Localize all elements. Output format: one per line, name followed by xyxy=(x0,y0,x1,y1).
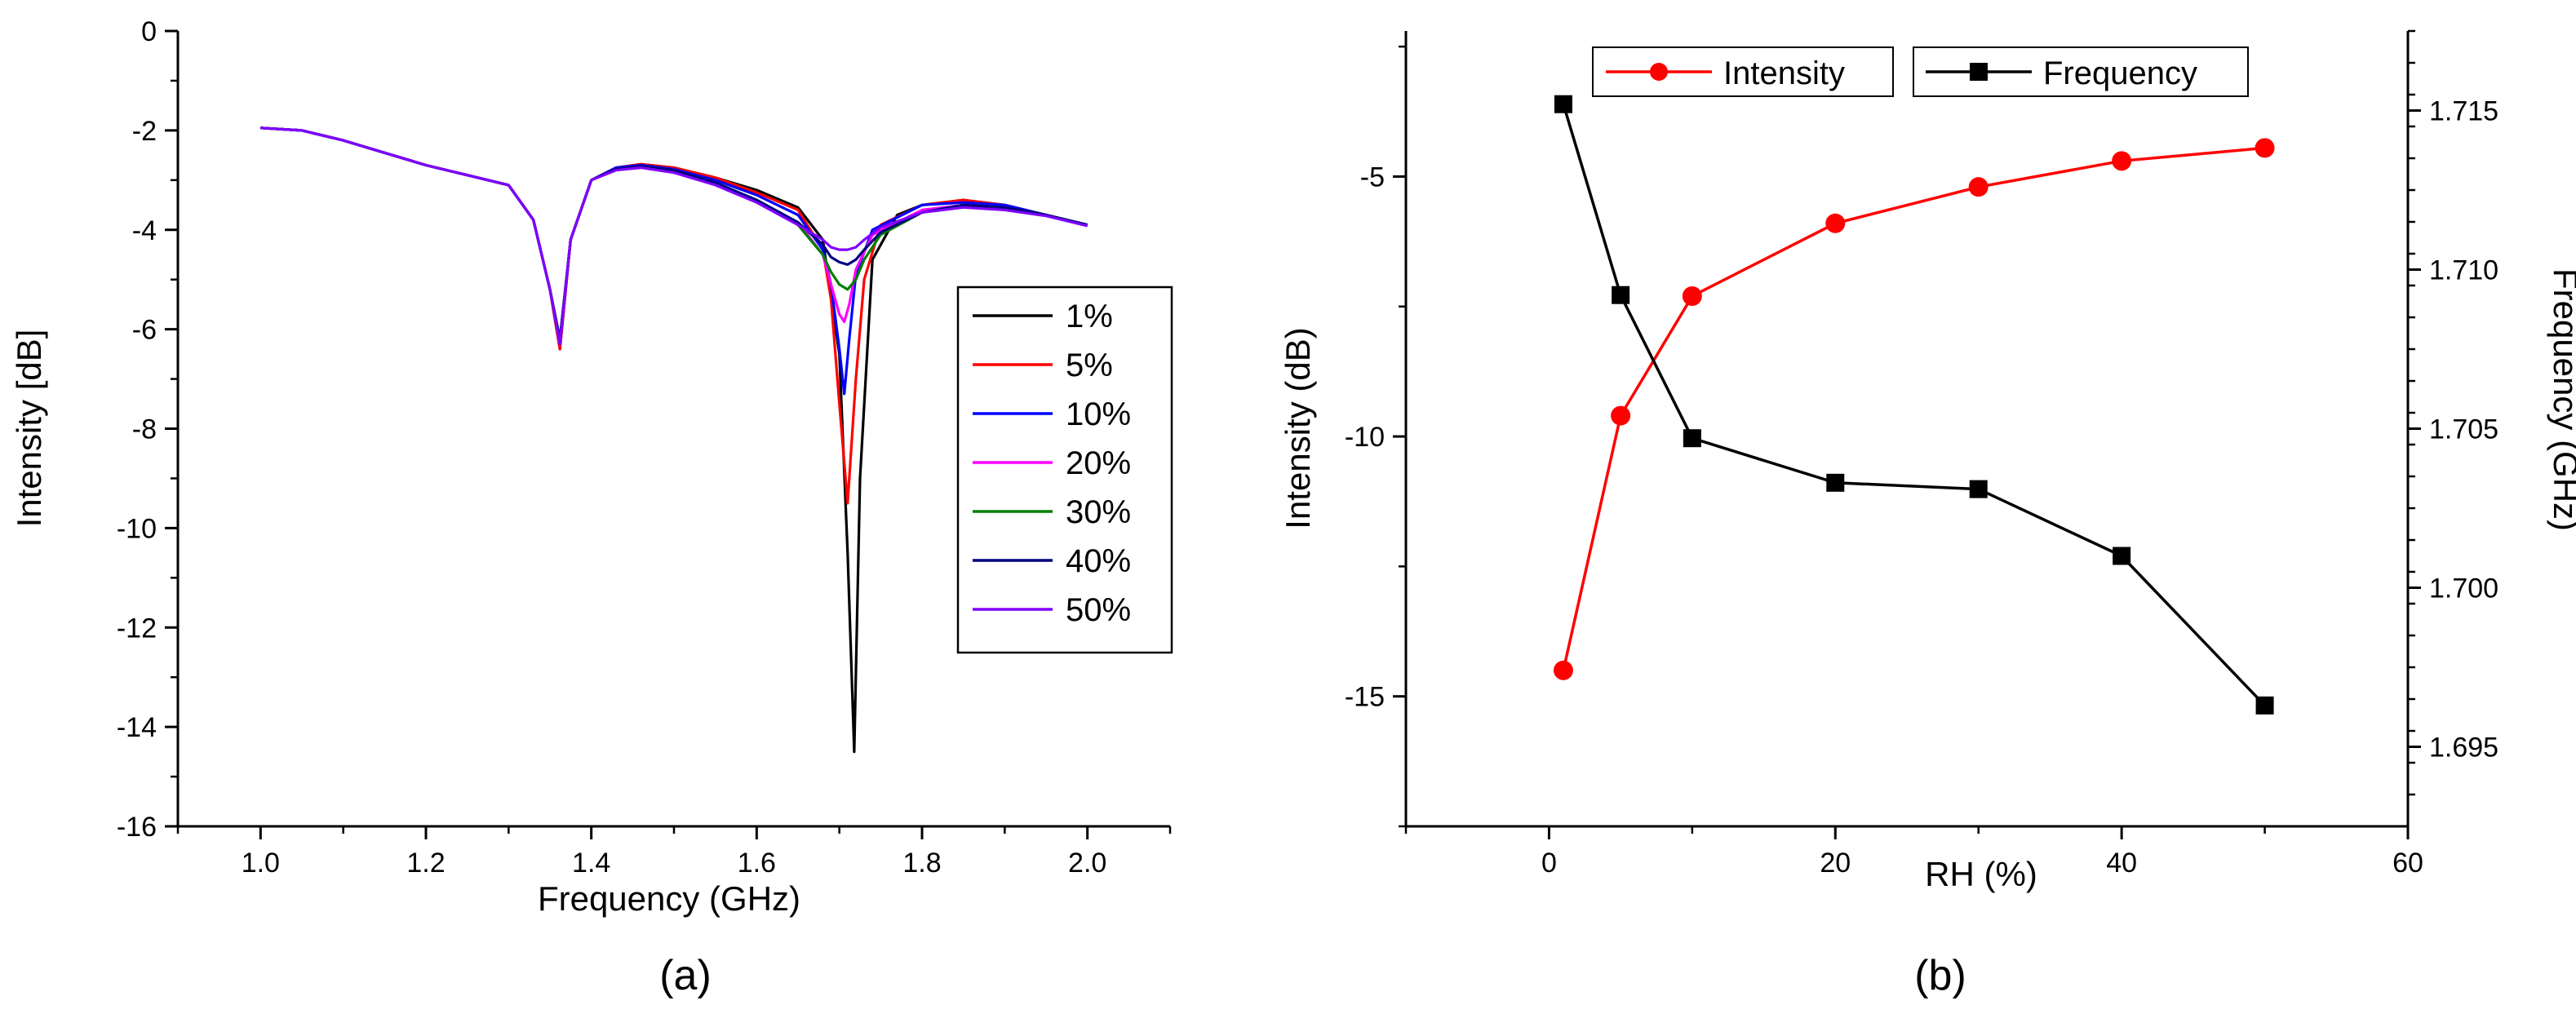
chart-a-xtick-label: 1.8 xyxy=(902,848,941,879)
chart-b-legend-label-intensity: Intensity xyxy=(1723,55,1845,91)
chart-b-y2tick-label: 1.700 xyxy=(2429,573,2498,604)
chart-a-legend-label-50: 50% xyxy=(1066,592,1131,628)
chart-a-legend: 1% 5% 10% 20% 30% 40% 50% xyxy=(956,286,1173,654)
chart-b-point-intensity xyxy=(1611,405,1631,426)
chart-b-y2tick-label: 1.710 xyxy=(2429,255,2498,286)
chart-b-y2label: Frequency (GHz) xyxy=(2547,268,2576,531)
chart-b-point-frequency xyxy=(2255,696,2274,715)
chart-b-point-frequency xyxy=(1826,473,1845,492)
chart-b-y2tick-label: 1.695 xyxy=(2429,733,2498,764)
chart-b-y2tick-label: 1.715 xyxy=(2429,96,2498,127)
chart-b-point-intensity xyxy=(1825,213,1846,233)
chart-a-legend-label-20: 20% xyxy=(1066,445,1131,481)
chart-a-ytick-label: -8 xyxy=(132,414,157,445)
chart-a-ytick-label: -12 xyxy=(117,613,157,644)
chart-b: 0 20 40 60 -5 -10 -15 1.715 1.710 1.705 1.700 1.695… xyxy=(1279,29,2576,999)
chart-a-xtick-label: 1.4 xyxy=(572,848,610,879)
chart-a-ytick-label: 0 xyxy=(141,16,157,47)
chart-b-legend-label-frequency: Frequency xyxy=(2043,55,2197,91)
chart-a-ytick-label: -2 xyxy=(132,116,157,147)
chart-b-point-intensity xyxy=(2255,138,2275,158)
chart-b-legend: Intensity Frequency xyxy=(1592,46,2249,97)
chart-a-legend-label-1: 1% xyxy=(1066,299,1113,334)
chart-b-point-intensity xyxy=(1968,177,1989,197)
chart-b-legend-marker-intensity xyxy=(1650,63,1668,81)
chart-b-ytick-label: -15 xyxy=(1345,682,1385,713)
chart-a-ytick-label: -14 xyxy=(117,712,157,743)
chart-a: 1.0 1.2 1.4 1.6 1.8 2.00-2-4-6-8-10-12-14-16 … xyxy=(10,16,1173,999)
chart-a-ytick-label: -6 xyxy=(132,315,157,346)
chart-b-ytick-label: -10 xyxy=(1345,422,1385,453)
chart-a-legend-label-10: 10% xyxy=(1066,396,1131,432)
chart-a-ytick-label: -10 xyxy=(117,513,157,544)
chart-b-point-frequency xyxy=(2113,547,2131,565)
chart-a-ylabel: Intensity [dB] xyxy=(10,330,48,528)
chart-a-legend-label-5: 5% xyxy=(1066,347,1113,383)
chart-b-point-frequency xyxy=(1683,429,1701,448)
chart-a-ytick-label: -16 xyxy=(117,812,157,843)
chart-a-series-group xyxy=(260,126,1088,754)
chart-b-point-frequency xyxy=(1612,286,1630,304)
chart-b-point-intensity xyxy=(1553,660,1573,680)
chart-b-xtick-label: 60 xyxy=(2392,848,2423,879)
chart-b-series-group xyxy=(1553,95,2275,715)
chart-b-series-line-intensity xyxy=(1562,146,2265,671)
chart-b-legend-box-intensity xyxy=(1592,46,1894,97)
chart-a-xlabel: Frequency (GHz) xyxy=(538,879,800,918)
chart-b-ytick-label: -5 xyxy=(1360,162,1385,193)
chart-a-series-50 xyxy=(260,126,1088,346)
chart-b-series-line-frequency xyxy=(1562,104,2266,707)
chart-b-xtick-label: 20 xyxy=(1820,848,1851,879)
chart-b-point-intensity xyxy=(1682,286,1702,306)
chart-b-ylabel: Intensity (dB) xyxy=(1279,327,1317,529)
chart-a-xtick-label: 1.6 xyxy=(738,848,776,879)
chart-a-xtick-label: 2.0 xyxy=(1068,848,1106,879)
chart-b-legend-marker-frequency xyxy=(1970,63,1988,81)
chart-a-legend-label-40: 40% xyxy=(1066,543,1131,579)
chart-a-legend-box xyxy=(956,286,1173,654)
chart-a-panel-label: (a) xyxy=(659,952,712,999)
chart-a-ytick-label: -4 xyxy=(132,215,157,246)
chart-a-ticks: 1.0 1.2 1.4 1.6 1.8 2.0 0 -2 -4 -6 -8 -10 -12 -14 -16 xyxy=(117,16,1172,879)
chart-b-panel-label: (b) xyxy=(1914,952,1966,999)
chart-b-point-frequency xyxy=(1969,480,1988,498)
chart-b-xlabel: RH (%) xyxy=(1925,855,2037,893)
chart-b-ticks: 0 20 40 60 -5 -10 -15 1.715 1.710 1.705 1.700 1.695 xyxy=(1345,29,2498,879)
chart-b-point-intensity xyxy=(2112,151,2132,171)
chart-b-xtick-label: 0 xyxy=(1541,848,1557,879)
chart-a-xtick-label: 1.2 xyxy=(406,848,445,879)
chart-b-xtick-label: 40 xyxy=(2106,848,2137,879)
chart-b-y2tick-label: 1.705 xyxy=(2429,414,2498,445)
chart-a-legend-label-30: 30% xyxy=(1066,494,1131,530)
chart-a-xtick-label: 1.0 xyxy=(242,848,280,879)
chart-b-point-frequency xyxy=(1554,95,1572,113)
